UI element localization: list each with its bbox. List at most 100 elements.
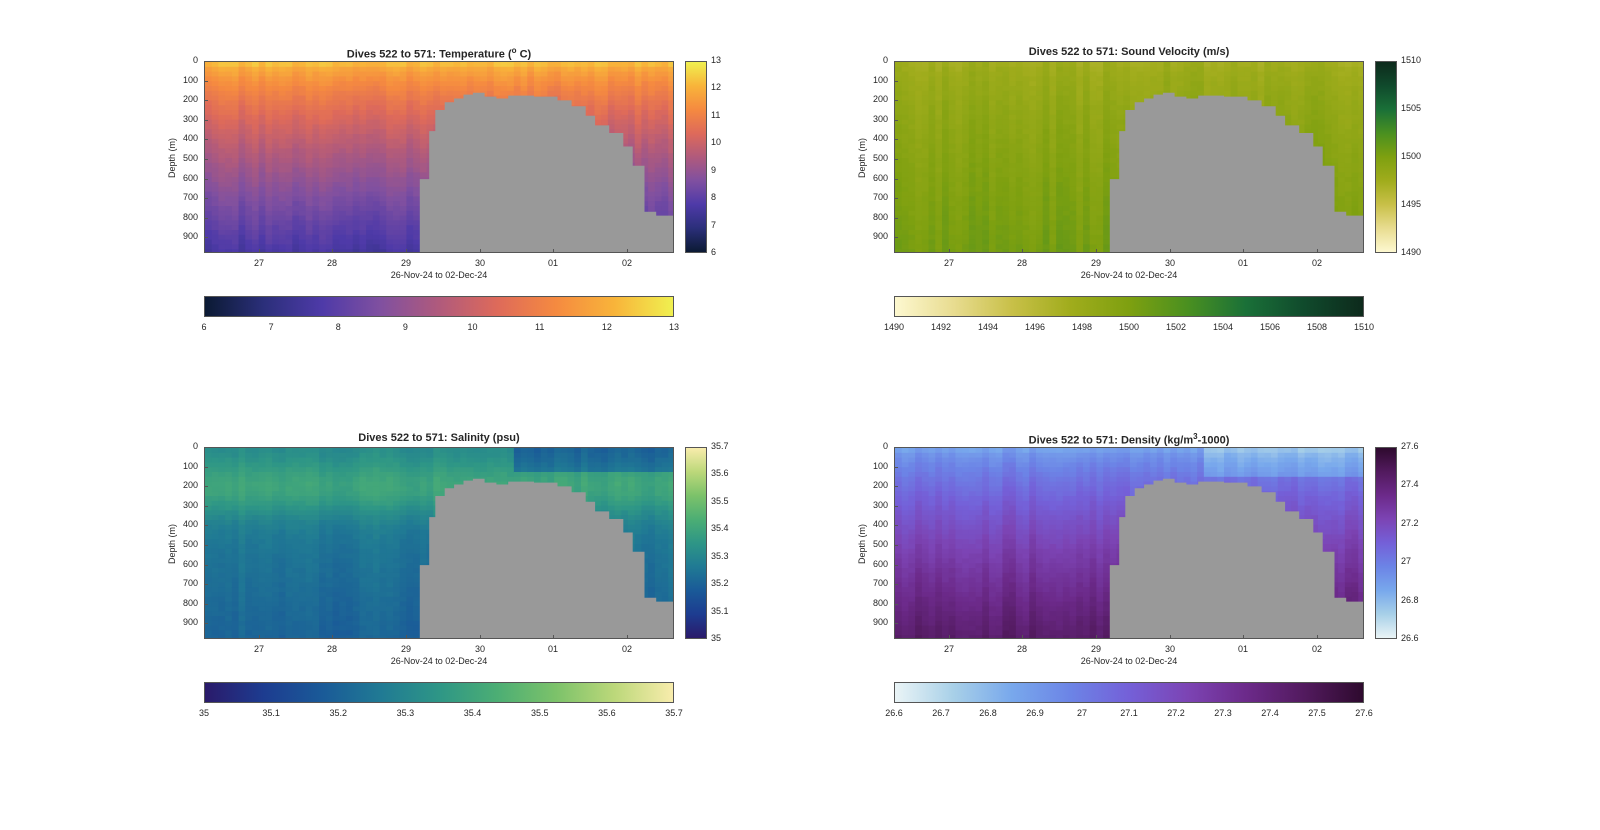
x-tick-label: 29 [400, 258, 411, 268]
heatmap-cell [413, 86, 421, 92]
heatmap-cell [299, 220, 307, 226]
heatmap-cell [231, 234, 240, 241]
heatmap-cell [211, 62, 220, 68]
heatmap-cell [1062, 177, 1071, 183]
heatmap-cell [393, 215, 401, 221]
heatmap-cell [325, 220, 334, 226]
heatmap-cell [278, 215, 287, 221]
heatmap-cell [406, 172, 414, 178]
heatmap-cell [995, 129, 1004, 135]
heatmap-cell [1190, 76, 1198, 82]
heatmap-cell [948, 191, 957, 197]
heatmap-cell [995, 191, 1004, 197]
heatmap-cell [955, 134, 963, 140]
heatmap-cell [1103, 239, 1111, 245]
heatmap-cell [379, 129, 387, 135]
heatmap-cell [413, 186, 421, 193]
heatmap-cell [1083, 86, 1091, 92]
heatmap-cell [1022, 244, 1030, 250]
heatmap-cell [948, 62, 957, 68]
heatmap-cell [473, 66, 481, 73]
heatmap-cell [948, 100, 957, 106]
heatmap-cell [1210, 86, 1218, 92]
heatmap-cell [339, 62, 347, 68]
heatmap-cell [1022, 186, 1030, 193]
heatmap-cell [587, 90, 596, 97]
heatmap-cell [948, 206, 957, 212]
heatmap-cell [272, 148, 280, 154]
heatmap-cell [1096, 220, 1104, 226]
heatmap-cell [1244, 71, 1252, 77]
heatmap-cell [928, 182, 936, 188]
heatmap-cell [1096, 95, 1104, 101]
heatmap-cell [359, 230, 367, 236]
heatmap-cell [272, 249, 280, 252]
heatmap-cell [1083, 182, 1091, 188]
heatmap-cell [352, 110, 361, 116]
heatmap-cell [440, 105, 448, 111]
heatmap-cell [895, 220, 903, 226]
heatmap-cell [399, 239, 408, 245]
heatmap-cell [225, 134, 233, 140]
heatmap-cell [901, 162, 910, 169]
heatmap-cell [942, 86, 950, 92]
heatmap-cell [278, 177, 287, 183]
heatmap-cell [278, 86, 287, 92]
heatmap-cell [238, 66, 246, 73]
heatmap-cell [621, 100, 629, 106]
heatmap-cell [238, 124, 246, 130]
heatmap-cell [265, 230, 273, 236]
heatmap-cell [594, 71, 602, 77]
heatmap-cell [641, 196, 649, 202]
heatmap-cell [901, 129, 910, 135]
heatmap-cell [1022, 124, 1030, 130]
y-tick-label: 200 [182, 94, 198, 105]
heatmap-cell [1076, 143, 1084, 149]
heatmap-cell [1123, 62, 1131, 68]
heatmap-cell [601, 110, 609, 116]
heatmap-cell [1029, 172, 1037, 178]
heatmap-cell [1022, 76, 1030, 82]
heatmap-cell [413, 66, 421, 73]
heatmap-cell [648, 201, 656, 207]
heatmap-cell [493, 62, 502, 68]
heatmap-cell [1103, 143, 1111, 149]
heatmap-cell [661, 206, 669, 212]
heatmap-cell [252, 86, 260, 92]
heatmap-cell [252, 105, 260, 111]
heatmap-cell [292, 95, 300, 101]
heatmap-cell [238, 105, 246, 111]
heatmap-cell [928, 172, 936, 178]
heatmap-cell [567, 71, 575, 77]
heatmap-cell [901, 114, 910, 121]
y-tick-mark [204, 80, 208, 82]
heatmap-cell [895, 110, 903, 116]
heatmap-cell [982, 134, 990, 140]
heatmap-cell [975, 71, 983, 77]
heatmap-cell [453, 76, 461, 82]
heatmap-cell [339, 230, 347, 236]
heatmap-cell [1250, 62, 1259, 68]
heatmap-cell [921, 95, 930, 101]
heatmap-cell [1036, 81, 1044, 87]
heatmap-cell [921, 177, 930, 183]
heatmap-cell [594, 90, 602, 97]
heatmap-cell [1089, 134, 1098, 140]
heatmap-cell [258, 230, 267, 236]
heatmap-cell [995, 134, 1004, 140]
heatmap-cell [1103, 244, 1111, 250]
heatmap-cell [1029, 182, 1037, 188]
heatmap-cell [265, 206, 273, 212]
heatmap-cell [908, 66, 916, 73]
heatmap-cell [1224, 76, 1232, 82]
heatmap-cell [211, 76, 220, 82]
heatmap-cell [312, 201, 320, 207]
heatmap-cell [1083, 100, 1091, 106]
heatmap-cell [366, 71, 374, 77]
heatmap-cell [668, 134, 673, 140]
heatmap-cell [668, 90, 673, 97]
heatmap-cell [272, 215, 280, 221]
heatmap-cell [413, 210, 421, 217]
heatmap-cell [628, 71, 636, 77]
heatmap-cell [1217, 66, 1225, 73]
